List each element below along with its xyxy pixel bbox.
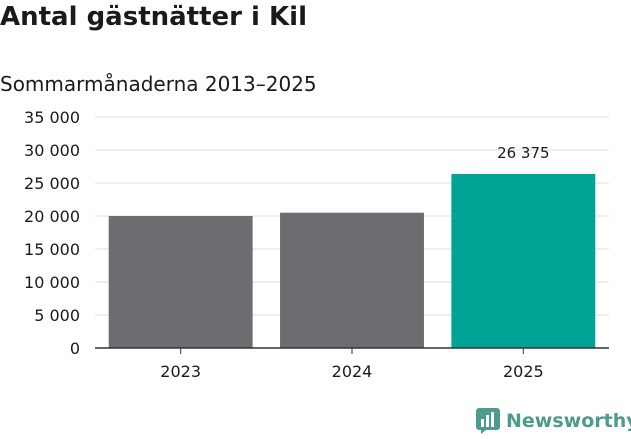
bar bbox=[280, 212, 424, 348]
x-tick-label: 2023 bbox=[160, 362, 201, 381]
x-tick-label: 2024 bbox=[332, 362, 373, 381]
brand-logo: Newsworthy bbox=[476, 408, 631, 434]
bar bbox=[451, 173, 596, 348]
y-tick-label: 35 000 bbox=[24, 108, 80, 127]
bar bbox=[108, 216, 253, 348]
y-tick-label: 30 000 bbox=[24, 141, 80, 160]
data-label: 26 375 bbox=[497, 144, 550, 162]
brand-name: Newsworthy bbox=[506, 410, 631, 432]
y-tick-label: 25 000 bbox=[24, 174, 80, 193]
chart-subtitle: Sommarmånaderna 2013–2025 bbox=[0, 72, 317, 96]
y-tick-label: 0 bbox=[70, 339, 80, 358]
y-tick-label: 10 000 bbox=[24, 273, 80, 292]
y-tick-label: 5 000 bbox=[34, 306, 80, 325]
newsworthy-icon bbox=[476, 408, 500, 434]
chart-title: Antal gästnätter i Kil bbox=[0, 2, 307, 32]
y-tick-label: 15 000 bbox=[24, 240, 80, 259]
y-tick-label: 20 000 bbox=[24, 207, 80, 226]
x-tick-label: 2025 bbox=[503, 362, 544, 381]
